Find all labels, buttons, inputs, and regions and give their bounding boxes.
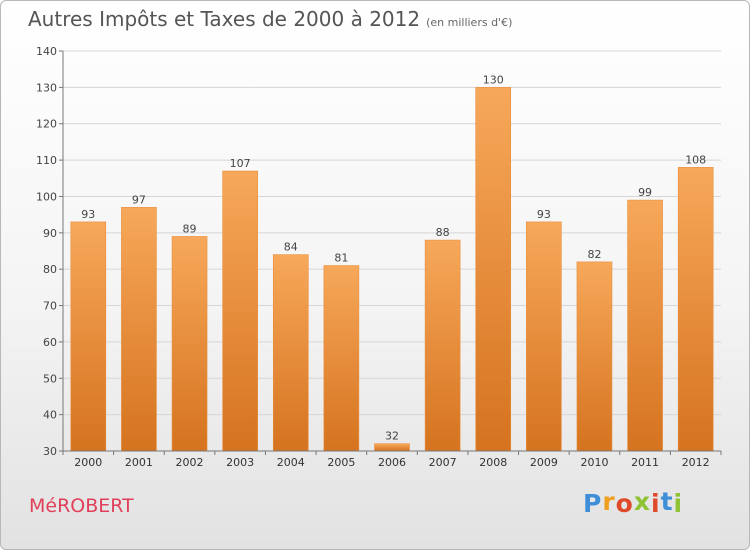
data-label: 89 [183,222,197,235]
data-label: 107 [230,157,251,170]
bars: 93 97 89 107 84 81 32 88 130 93 82 99 108 [70,73,714,452]
x-tick-label: 2011 [631,456,659,469]
data-label: 99 [638,186,652,199]
data-label: 32 [385,430,399,443]
proxiti-logo[interactable]: Proxiti [583,487,684,518]
logo-letter: i [673,489,684,518]
data-label: 81 [334,252,348,265]
y-tick-label: 90 [43,227,57,240]
gridlines [63,50,721,452]
data-label: 84 [284,241,298,254]
x-tick-label: 2002 [176,456,204,469]
logo-letter: r [602,487,616,516]
logo-letter: P [583,489,603,518]
logo-letter: t [660,487,674,516]
data-label: 93 [537,208,551,221]
bar [171,236,208,452]
data-label: 108 [685,153,706,166]
y-tick-label: 30 [43,445,57,458]
x-tick-label: 2005 [327,456,355,469]
bar [627,199,663,452]
y-axis: 30 40 50 60 70 80 90 100 110 120 130 140 [36,45,64,458]
y-tick-label: 100 [36,190,57,203]
bar [222,170,258,452]
logo-letter: o [615,489,634,518]
y-tick-label: 130 [36,81,57,94]
y-tick-label: 140 [36,45,57,58]
x-tick-label: 2010 [580,456,608,469]
chart-title: Autres Impôts et Taxes de 2000 à 2012 (en… [28,7,512,31]
bar [576,261,613,452]
data-label: 130 [483,73,504,86]
x-tick-label: 2008 [479,456,507,469]
y-tick-label: 80 [43,263,57,276]
data-label: 93 [81,208,95,221]
x-tick-label: 2007 [429,456,457,469]
data-label: 88 [436,226,450,239]
bar [121,207,157,452]
x-tick-label: 2012 [682,456,710,469]
x-tick-label: 2009 [530,456,558,469]
x-tick-label: 2006 [378,456,406,469]
y-tick-label: 70 [43,300,57,313]
bar [374,443,410,452]
x-tick-label: 2003 [226,456,254,469]
y-tick-label: 120 [36,118,57,131]
data-label: 82 [587,248,601,261]
x-tick-label: 2004 [277,456,305,469]
bar [677,167,714,452]
bar [526,221,562,452]
y-tick-label: 40 [43,409,57,422]
chart-unit-note: (en milliers d'€) [426,16,513,29]
x-tick-label: 2000 [74,456,102,469]
bar [70,221,107,452]
logo-letter: x [633,487,651,516]
bar [475,87,512,452]
y-tick-label: 50 [43,372,57,385]
data-label: 97 [132,193,146,206]
y-tick-label: 110 [36,154,57,167]
bar [272,254,309,452]
y-tick-label: 60 [43,336,57,349]
bar [424,239,461,452]
chart-title-text: Autres Impôts et Taxes de 2000 à 2012 [28,7,421,31]
x-tick-label: 2001 [125,456,153,469]
bar [323,265,360,452]
bar-chart: 30 40 50 60 70 80 90 100 110 120 130 140 93 97 89 107 8… [36,45,722,469]
x-axis: 2000 2001 2002 2003 2004 2005 2006 2007 2008 2009… [62,450,722,469]
town-name: MéROBERT [29,495,134,517]
logo-letter: i [651,489,661,518]
